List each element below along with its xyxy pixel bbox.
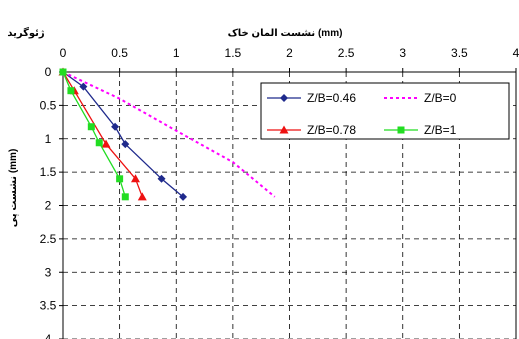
x-axis-title: نشست المان خاک (mm): [228, 28, 343, 39]
data-point-square: [121, 193, 129, 201]
y-tick-label: 0: [45, 65, 52, 79]
data-point-triangle: [137, 192, 147, 201]
y-tick-label: 1: [45, 132, 52, 146]
data-point-diamond: [280, 94, 288, 102]
y-tick-label: 4: [45, 332, 52, 339]
y-tick-label: 3.5: [40, 299, 57, 313]
series-z-b-0: [62, 71, 276, 198]
series-line: [62, 71, 184, 198]
data-point-triangle: [279, 125, 289, 134]
data-point-square: [87, 123, 95, 131]
data-point-square: [67, 87, 75, 95]
data-point-square: [59, 68, 67, 76]
x-tick-label: 2.5: [338, 46, 355, 60]
data-point-diamond: [179, 192, 188, 201]
legend-label: Z/B=0.46: [307, 91, 356, 105]
data-point-diamond: [79, 82, 88, 91]
x-tick-label: 1: [173, 46, 180, 60]
data-point-square: [116, 175, 124, 183]
series-z-b-1: [59, 68, 129, 201]
legend-label: Z/B=1: [424, 123, 457, 137]
data-point-diamond: [121, 140, 130, 149]
x-tick-label: 3: [399, 46, 406, 60]
y-tick-label: 3: [45, 265, 52, 279]
x-tick-label: 3.5: [451, 46, 468, 60]
y-tick-label: 2.5: [40, 232, 57, 246]
y-tick-label: 1.5: [40, 165, 57, 179]
x-tick-label: 2: [286, 46, 293, 60]
data-point-square: [397, 126, 405, 134]
series-z-b-0-78: [58, 67, 147, 201]
x-tick-label: 4: [513, 46, 519, 60]
data-point-triangle: [130, 174, 140, 183]
legend: Z/B=0.46 Z/B=0 Z/B=0.78 Z/B=1: [260, 82, 510, 140]
corner-label: ژئوگرید: [7, 26, 45, 39]
y-axis-title: نشست پی (mm): [8, 149, 19, 228]
x-tick-label: 1.5: [225, 46, 242, 60]
legend-label: Z/B=0: [424, 91, 457, 105]
legend-label: Z/B=0.78: [307, 123, 356, 137]
series-line: [62, 71, 276, 198]
data-point-triangle: [101, 139, 111, 148]
series-group: [58, 67, 276, 201]
x-tick-label: 0: [60, 46, 67, 60]
y-tick-label: 0.5: [40, 98, 57, 112]
data-point-diamond: [157, 174, 166, 183]
y-tick-labels: 0 0.5 1 1.5 2 2.5 3 3.5 4: [40, 65, 63, 339]
x-tick-label: 0.5: [111, 46, 128, 60]
x-tick-labels: 0 0.5 1 1.5 2 2.5 3 3.5 4: [60, 46, 519, 72]
y-tick-label: 2: [45, 199, 52, 213]
data-point-square: [95, 139, 103, 147]
data-point-diamond: [111, 122, 120, 131]
